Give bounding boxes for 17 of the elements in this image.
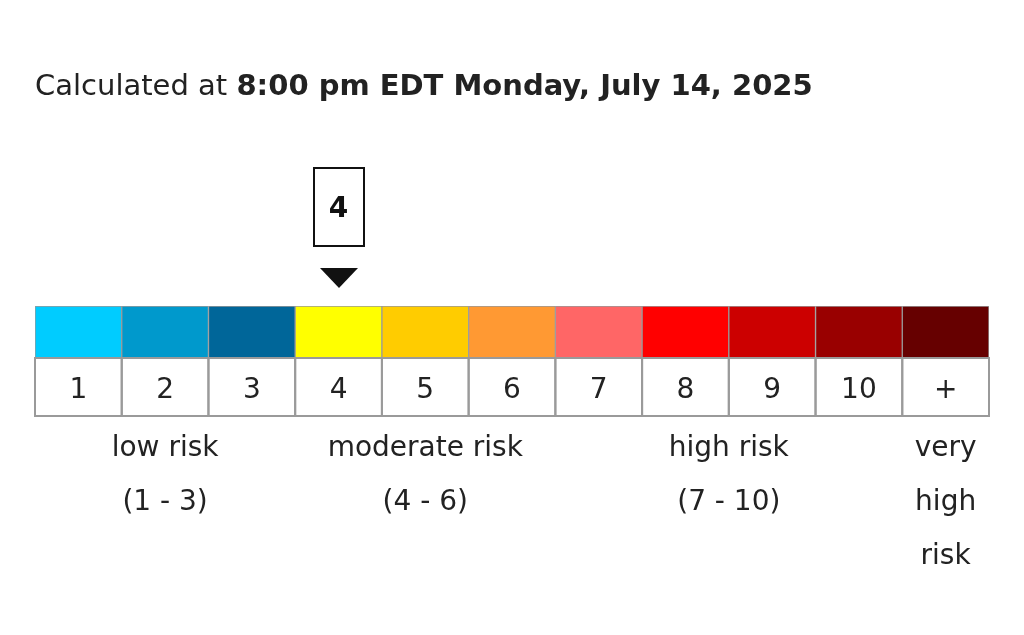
text: very high risk bbox=[914, 429, 977, 573]
chart-title: Calculated at bbox=[35, 68, 228, 102]
chart-subtitle: 8:00 pm EDT Monday, July 14, 2025 bbox=[236, 68, 813, 102]
x-tick-label: 4 bbox=[329, 372, 348, 406]
x-tick-label: + bbox=[933, 372, 958, 406]
x-tick-label: 1 bbox=[69, 372, 88, 406]
x-tick-label: 3 bbox=[242, 372, 261, 406]
x-tick-label: 2 bbox=[156, 372, 174, 406]
x-tick-label: 7 bbox=[589, 372, 608, 406]
x-tick-label: 10 bbox=[841, 372, 877, 406]
text: low risk (1 - 3) bbox=[111, 429, 219, 519]
x-tick-label: 9 bbox=[763, 372, 782, 406]
text: moderate risk (4 - 6) bbox=[327, 429, 523, 519]
x-tick-label: 8 bbox=[676, 372, 695, 406]
text: high risk (7 - 10) bbox=[668, 429, 789, 519]
x-tick-label: 5 bbox=[416, 372, 435, 406]
x-tick-label: 6 bbox=[503, 372, 521, 406]
